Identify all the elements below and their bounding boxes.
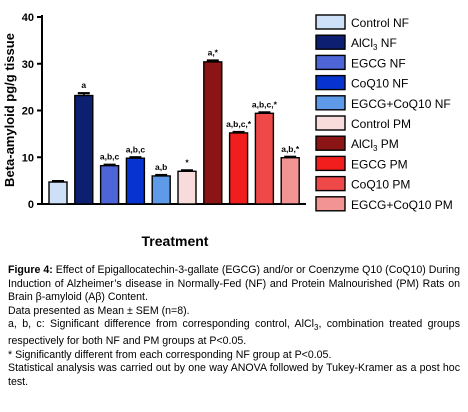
legend-swatch [315, 135, 346, 151]
legend-swatch [315, 115, 346, 131]
y-tick-label: 20 [22, 106, 34, 118]
bar-annotation: a,b,c,* [226, 119, 252, 129]
legend-label: AlCl3 NF [351, 36, 397, 52]
bar [74, 94, 94, 205]
bar-annotation: a,b,c [126, 144, 146, 154]
y-tick-label: 30 [22, 59, 34, 71]
y-tick-label: 10 [22, 152, 34, 164]
legend-label: EGCG PM [351, 157, 408, 171]
caption-significance-star: * Significantly different from each corr… [8, 348, 332, 361]
bar [228, 132, 249, 205]
legend-swatch [315, 14, 346, 30]
legend-label: EGCG+CoQ10 PM [351, 198, 453, 212]
legend-label: EGCG NF [351, 56, 406, 70]
bar [125, 157, 146, 205]
legend-swatch [315, 196, 346, 212]
bar [177, 170, 197, 205]
bar-annotation: * [185, 157, 189, 167]
legend-swatch [315, 74, 346, 91]
legend: Control NF AlCl3 NF EGCG NF CoQ10 NF EGCG+Co… [315, 14, 453, 212]
legend-label: CoQ10 NF [351, 77, 408, 91]
legend-swatch [315, 175, 346, 192]
x-axis-label: Treatment [142, 233, 209, 249]
bars: a a,b,c a,b,c a,b * a,* a,b,c,*a,b,c,* a,b,* [48, 47, 300, 205]
bar-annotation: a [81, 80, 86, 90]
bar [254, 112, 275, 205]
bar-annotation: a,b,c,* [252, 99, 278, 109]
bar [203, 61, 223, 205]
y-axis-label: Beta-amyloid pg/g tissue [2, 33, 17, 187]
bar [280, 157, 300, 205]
legend-swatch [315, 54, 346, 71]
legend-swatch [315, 34, 346, 50]
legend-label: AlCl3 PM [351, 137, 399, 153]
legend-label: Control PM [351, 117, 411, 131]
bar-annotation: a,b,c [100, 152, 120, 162]
caption-statistics-method: Statistical analysis was carried out by … [8, 362, 460, 388]
caption-stats-note: Data presented as Mean ± SEM (n=8). [8, 304, 190, 317]
bar [48, 181, 68, 205]
bar-chart: Beta-amyloid pg/g tissue Treatment 0 10 20… [2, 12, 453, 249]
legend-label: CoQ10 PM [351, 178, 410, 192]
caption-significance-abc: a, b, c: Significant difference from cor… [8, 318, 460, 348]
bar-annotation: a,* [208, 47, 219, 57]
legend-swatch [315, 155, 346, 172]
y-tick-label: 0 [28, 199, 34, 211]
figure-caption: Figure 4: Effect of Epigallocatechin-3-g… [8, 264, 460, 389]
legend-swatch [315, 95, 346, 111]
caption-title: Effect of Epigallocatechin-3-gallate (EG… [8, 264, 460, 304]
bar-annotation: a,b,* [281, 144, 300, 154]
figure-label: Figure 4: [8, 264, 53, 276]
legend-label: Control NF [351, 16, 409, 30]
bar-annotation: a,b [155, 162, 167, 172]
bar [99, 164, 120, 205]
bar [151, 175, 171, 205]
y-tick-label: 40 [22, 12, 34, 24]
legend-label: EGCG+CoQ10 NF [351, 97, 451, 111]
